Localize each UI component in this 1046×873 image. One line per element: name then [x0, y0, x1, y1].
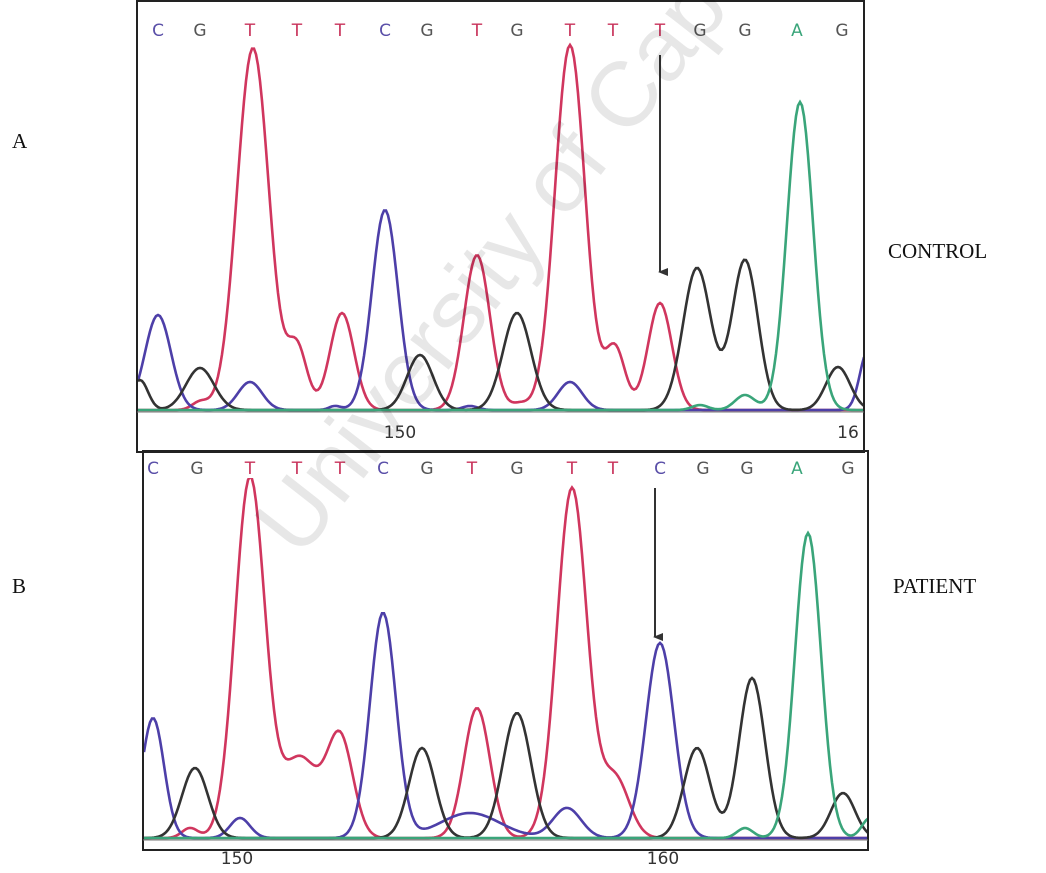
- trace: [144, 476, 868, 838]
- trace: [144, 678, 868, 838]
- axis-label: 150: [221, 849, 253, 869]
- base-call: C: [147, 459, 159, 479]
- base-call: G: [193, 21, 206, 41]
- base-call: G: [420, 459, 433, 479]
- figure: A CONTROL B PATIENT 150 16 150 160 CGTTT…: [0, 0, 1046, 873]
- base-call: G: [835, 21, 848, 41]
- panel-label: A: [12, 129, 28, 153]
- base-call: G: [841, 459, 854, 479]
- base-call: T: [471, 21, 483, 41]
- trace: [144, 613, 868, 838]
- panel-label: B: [12, 574, 26, 598]
- trace: [144, 533, 868, 838]
- base-call: G: [696, 459, 709, 479]
- axis-label: 16: [837, 423, 859, 443]
- base-call: G: [420, 21, 433, 41]
- base-call: T: [244, 459, 256, 479]
- base-call: T: [291, 21, 303, 41]
- base-call: T: [334, 21, 346, 41]
- base-call: T: [564, 21, 576, 41]
- chromatogram: [144, 476, 868, 838]
- base-call: T: [244, 21, 256, 41]
- watermark: University of Cape Town: [235, 0, 925, 572]
- panel-caption: PATIENT: [893, 574, 976, 598]
- base-call: T: [466, 459, 478, 479]
- base-call: T: [607, 459, 619, 479]
- base-call: G: [740, 459, 753, 479]
- base-call: C: [654, 459, 666, 479]
- panel-caption: CONTROL: [888, 239, 987, 263]
- base-call: G: [190, 459, 203, 479]
- base-call: G: [510, 459, 523, 479]
- base-call: C: [379, 21, 391, 41]
- base-call: C: [152, 21, 164, 41]
- base-call: A: [791, 459, 803, 479]
- base-call: T: [566, 459, 578, 479]
- base-call: A: [791, 21, 803, 41]
- axis-label: 160: [647, 849, 679, 869]
- base-call: G: [510, 21, 523, 41]
